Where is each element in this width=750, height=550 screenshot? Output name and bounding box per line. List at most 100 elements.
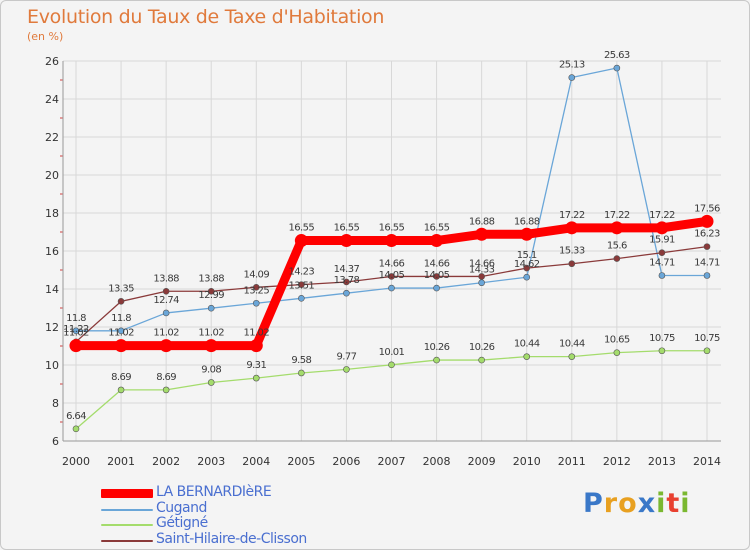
data-label-getigne: 8.69 xyxy=(111,372,131,383)
data-label-getigne: 9.31 xyxy=(246,360,266,371)
chart-subtitle: (en %) xyxy=(27,30,64,43)
x-tick-label: 2010 xyxy=(513,455,541,468)
x-tick-label: 2013 xyxy=(648,455,676,468)
data-point-getigne xyxy=(613,349,621,356)
logo-letter: r xyxy=(603,488,619,519)
data-point-la-bernardiere xyxy=(430,234,444,248)
data-point-cugand xyxy=(252,299,260,307)
data-point-getigne xyxy=(568,353,576,360)
data-label-cugand: 25.13 xyxy=(559,60,585,71)
data-label-cugand: 13.25 xyxy=(243,285,269,296)
data-point-cugand xyxy=(523,273,531,281)
x-tick-label: 2005 xyxy=(287,455,315,468)
y-tick-label: 12 xyxy=(45,321,59,334)
data-label-saint-hilaire-de-clisson: 14.66 xyxy=(379,258,405,269)
data-point-la-bernardiere xyxy=(249,339,263,353)
data-label-getigne: 10.01 xyxy=(379,347,405,358)
data-label-cugand: 11.8 xyxy=(111,313,131,324)
x-tick-label: 2001 xyxy=(107,455,135,468)
data-label-cugand: 13.51 xyxy=(289,280,315,291)
data-label-la-bernardiere: 16.55 xyxy=(334,223,360,234)
data-label-saint-hilaire-de-clisson: 16.23 xyxy=(694,229,720,240)
data-point-cugand xyxy=(658,272,666,279)
data-point-getigne xyxy=(117,386,125,394)
data-point-saint-hilaire-de-clisson xyxy=(162,287,170,295)
data-point-saint-hilaire-de-clisson xyxy=(117,298,125,305)
data-point-getigne xyxy=(388,361,395,369)
data-point-saint-hilaire-de-clisson xyxy=(433,273,440,280)
y-tick-label: 14 xyxy=(45,283,59,296)
data-point-cugand xyxy=(478,279,485,287)
data-label-saint-hilaire-de-clisson: 15.33 xyxy=(559,246,585,257)
chart-title: Evolution du Taux de Taxe d'Habitation xyxy=(27,6,385,28)
data-label-getigne: 8.69 xyxy=(156,372,176,383)
data-point-cugand xyxy=(207,304,215,312)
logo-letter: x xyxy=(637,488,657,519)
y-tick-label: 16 xyxy=(45,245,59,258)
y-tick-label: 10 xyxy=(45,359,59,372)
data-label-getigne: 10.26 xyxy=(424,342,450,353)
data-point-cugand xyxy=(433,284,440,292)
data-point-cugand xyxy=(703,272,711,279)
data-label-la-bernardiere: 11.02 xyxy=(153,328,179,339)
data-label-cugand: 14.71 xyxy=(694,258,720,269)
data-point-saint-hilaire-de-clisson xyxy=(523,264,531,272)
data-point-getigne xyxy=(162,386,170,394)
data-point-la-bernardiere xyxy=(655,221,669,235)
legend-label-saint-hilaire: Saint-Hilaire-de-Clisson xyxy=(156,531,307,547)
data-point-getigne xyxy=(433,356,440,364)
data-point-saint-hilaire-de-clisson xyxy=(388,273,395,280)
data-label-la-bernardiere: 16.55 xyxy=(379,223,405,234)
data-label-cugand: 14.05 xyxy=(379,270,405,281)
data-point-saint-hilaire-de-clisson xyxy=(613,255,621,262)
data-label-saint-hilaire-de-clisson: 13.35 xyxy=(108,283,134,294)
data-label-la-bernardiere: 17.22 xyxy=(559,210,585,221)
data-label-getigne: 10.65 xyxy=(604,335,630,346)
logo-letter: t xyxy=(666,488,681,519)
data-label-cugand: 25.63 xyxy=(604,50,630,61)
data-point-saint-hilaire-de-clisson xyxy=(658,249,666,257)
data-label-saint-hilaire-de-clisson: 13.88 xyxy=(198,273,224,284)
x-tick-label: 2011 xyxy=(558,455,586,468)
data-label-la-bernardiere: 16.88 xyxy=(469,216,495,227)
data-point-cugand xyxy=(298,295,305,302)
data-label-saint-hilaire-de-clisson: 15.6 xyxy=(607,241,627,252)
data-label-cugand: 14.33 xyxy=(469,265,495,276)
data-label-la-bernardiere: 17.56 xyxy=(694,203,720,214)
data-label-cugand: 13.78 xyxy=(334,275,360,286)
data-point-getigne xyxy=(478,356,485,364)
data-label-getigne: 9.58 xyxy=(291,355,311,366)
data-label-saint-hilaire-de-clisson: 15.1 xyxy=(517,250,537,261)
data-label-la-bernardiere: 11.02 xyxy=(108,328,134,339)
y-tick-label: 8 xyxy=(52,397,59,410)
data-point-cugand xyxy=(613,64,621,72)
y-tick-label: 18 xyxy=(45,207,59,220)
logo-letter: P xyxy=(583,488,604,519)
x-tick-label: 2002 xyxy=(152,455,180,468)
data-label-saint-hilaire-de-clisson: 13.88 xyxy=(153,273,179,284)
data-label-la-bernardiere: 16.88 xyxy=(514,216,540,227)
x-tick-label: 2008 xyxy=(423,455,451,468)
data-point-la-bernardiere xyxy=(69,339,83,353)
y-tick-label: 22 xyxy=(45,131,59,144)
data-label-la-bernardiere: 11.02 xyxy=(63,328,89,339)
data-point-la-bernardiere xyxy=(159,339,173,353)
data-point-cugand xyxy=(117,327,125,335)
data-point-la-bernardiere xyxy=(565,221,579,235)
data-label-saint-hilaire-de-clisson: 14.66 xyxy=(424,258,450,269)
data-label-saint-hilaire-de-clisson: 14.23 xyxy=(289,267,315,278)
data-label-la-bernardiere: 17.22 xyxy=(649,210,675,221)
data-label-getigne: 10.26 xyxy=(469,342,495,353)
data-label-getigne: 10.44 xyxy=(514,339,540,350)
y-tick-label: 26 xyxy=(45,55,59,68)
data-point-saint-hilaire-de-clisson xyxy=(568,260,576,268)
data-label-la-bernardiere: 17.22 xyxy=(604,210,630,221)
data-point-cugand xyxy=(162,309,170,317)
logo-letter: i xyxy=(656,488,667,519)
data-point-cugand xyxy=(72,327,80,335)
x-tick-label: 2007 xyxy=(378,455,406,468)
data-point-la-bernardiere xyxy=(475,227,489,241)
data-point-la-bernardiere xyxy=(700,214,714,228)
data-point-getigne xyxy=(252,374,260,382)
